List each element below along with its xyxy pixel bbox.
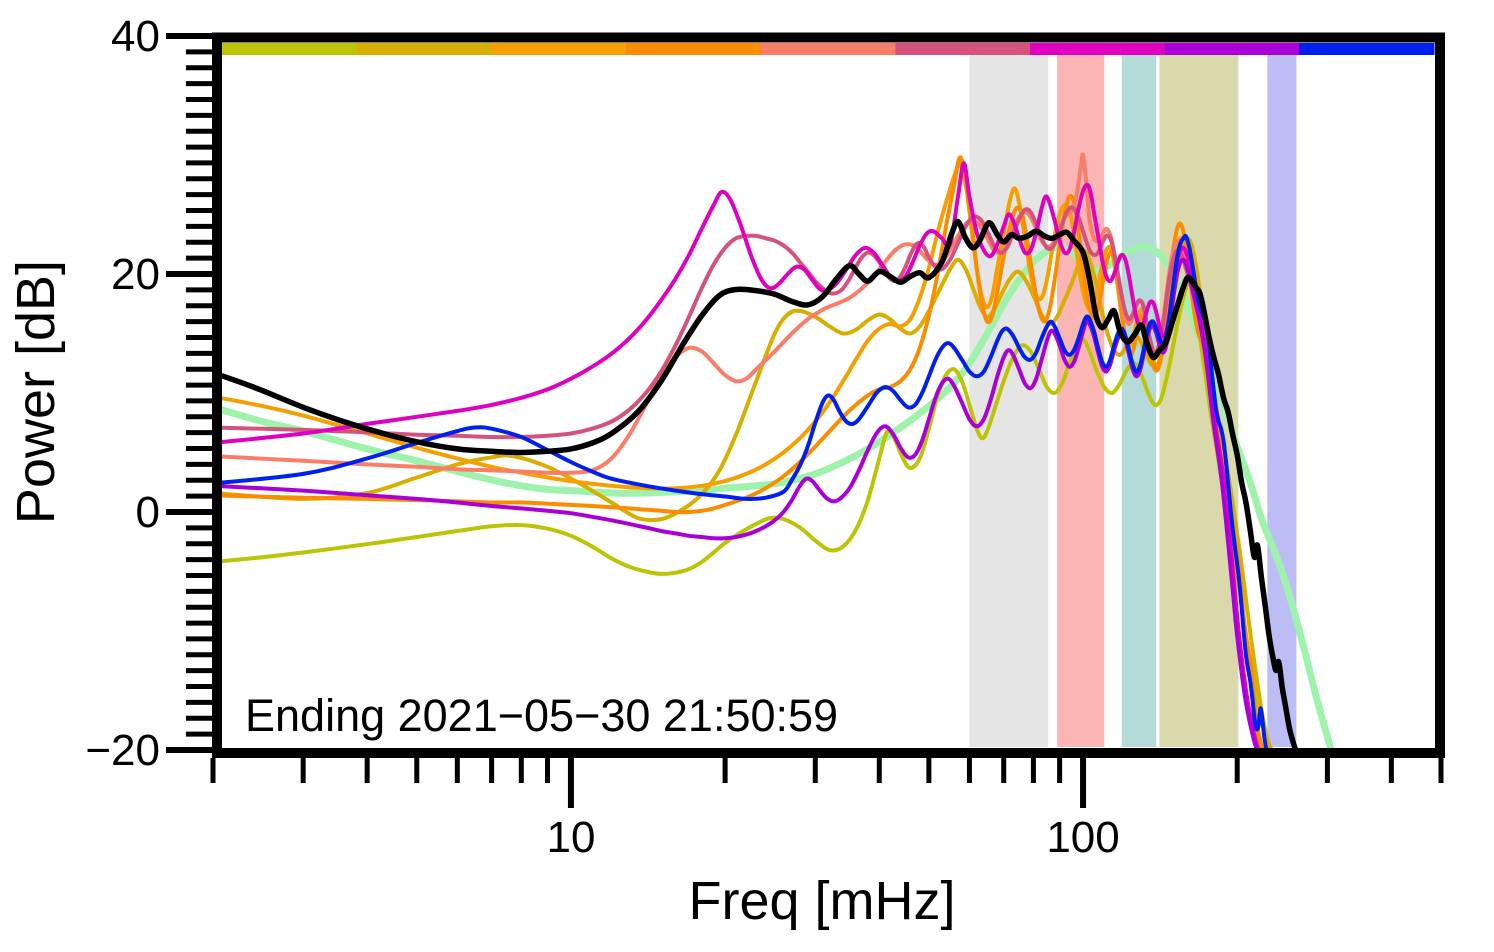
interval-strip-segment-5	[760, 43, 896, 55]
plot-frame	[212, 32, 1445, 758]
x-tick-label-100: 100	[1046, 813, 1119, 862]
interval-strip-segment-8	[1164, 43, 1300, 55]
interval-strip-segment-9	[1299, 43, 1435, 55]
curve-interval-9	[213, 233, 1269, 749]
axis-ticks	[166, 33, 1444, 808]
interval-strip-segment-6	[895, 43, 1031, 55]
ending-time-annotation: Ending 2021−05−30 21:50:59	[245, 690, 839, 741]
spectrum-curves	[213, 152, 1335, 749]
interval-strip-segment-7	[1030, 43, 1166, 55]
interval-strip-segment-3	[491, 43, 627, 55]
interval-strip-segment-4	[626, 43, 762, 55]
interval-strip-segment-1	[222, 43, 358, 55]
y-tick-label--20: −20	[85, 726, 160, 775]
curve-mean	[213, 218, 1299, 749]
y-axis-title: Power [dB]	[6, 259, 66, 525]
highlight-bands	[969, 55, 1297, 747]
y-tick-label-20: 20	[111, 250, 160, 299]
x-axis-title: Freq [mHz]	[688, 871, 956, 931]
curve-interval-4	[213, 155, 1265, 749]
tick-labels: 10 100 −20 0 20 40	[85, 12, 1119, 862]
curve-interval-1	[213, 280, 1271, 749]
band-gray	[969, 55, 1049, 747]
y-tick-label-40: 40	[111, 12, 160, 61]
curve-interval-8	[213, 257, 1260, 749]
y-tick-label-0: 0	[136, 488, 160, 537]
interval-color-strip	[222, 43, 1435, 55]
x-tick-label-10: 10	[546, 813, 595, 862]
interval-strip-segment-2	[356, 43, 492, 55]
band-lavender	[1267, 55, 1297, 747]
